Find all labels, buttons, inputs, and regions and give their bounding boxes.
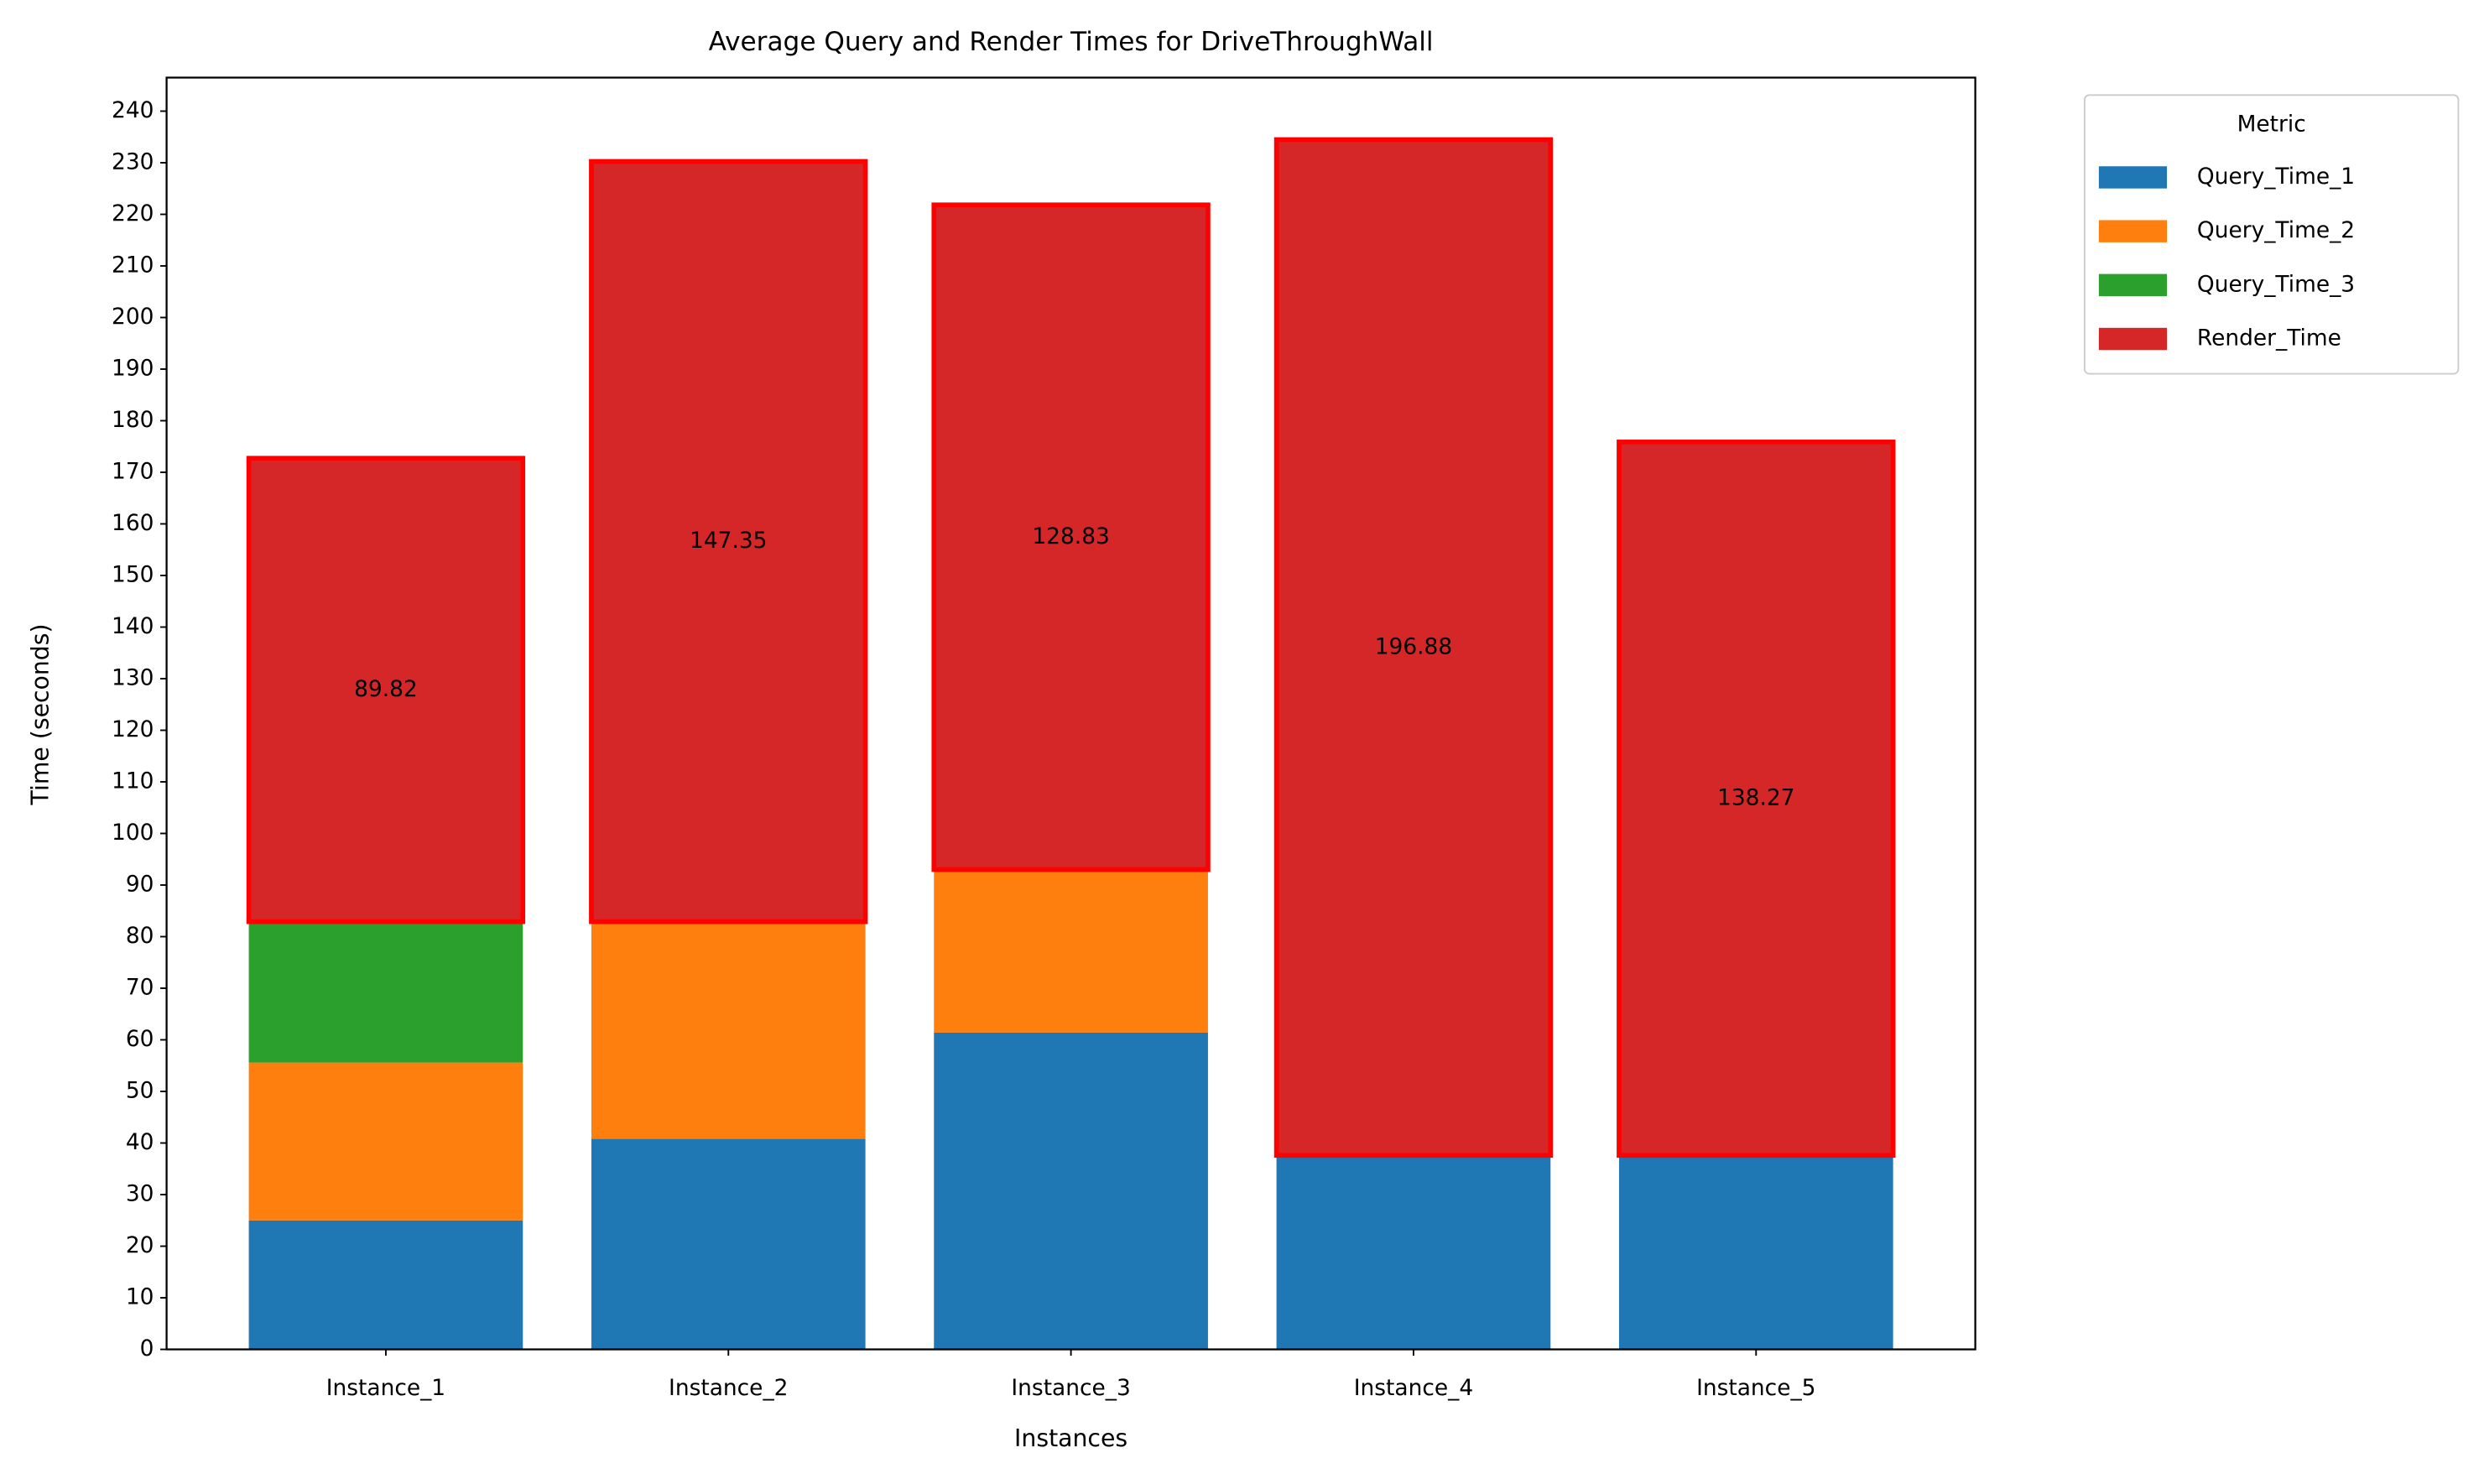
legend-label: Query_Time_1	[2197, 164, 2355, 190]
legend-label: Query_Time_3	[2197, 271, 2355, 297]
y-tick-label: 50	[126, 1078, 154, 1104]
y-tick-label: 120	[112, 716, 154, 742]
x-tick-label: Instance_4	[1354, 1375, 1473, 1401]
y-tick-label: 210	[112, 252, 154, 278]
legend-label: Render_Time	[2197, 325, 2341, 351]
plot-frame	[165, 76, 1976, 1351]
x-tick-label: Instance_5	[1696, 1375, 1815, 1401]
y-tick-label: 20	[126, 1232, 154, 1258]
y-tick-label: 160	[112, 510, 154, 536]
data-label: 89.82	[354, 676, 418, 702]
y-tick-label: 140	[112, 613, 154, 639]
x-tick-label: Instance_3	[1011, 1375, 1130, 1401]
y-tick-label: 40	[126, 1129, 154, 1155]
y-tick-label: 170	[112, 458, 154, 484]
legend-swatch	[2098, 166, 2168, 189]
y-tick-label: 150	[112, 562, 154, 588]
bar-segment	[591, 921, 866, 1139]
bar-segment	[246, 456, 526, 924]
y-axis-label: Time (seconds)	[26, 623, 54, 805]
legend-title: Metric	[2237, 112, 2306, 138]
data-label: 128.83	[1032, 523, 1109, 549]
y-tick-label: 180	[112, 407, 154, 433]
bar-segment	[934, 1032, 1208, 1350]
legend-swatch	[2098, 220, 2168, 242]
y-tick-label: 220	[112, 200, 154, 227]
y-tick-label: 190	[112, 355, 154, 381]
data-label: 196.88	[1375, 633, 1452, 659]
bar-segment	[589, 159, 868, 924]
legend-box	[2083, 94, 2460, 375]
bar-segment	[931, 202, 1211, 872]
data-label: 147.35	[690, 528, 767, 554]
legend-label: Query_Time_2	[2197, 217, 2355, 243]
bar-segment	[1617, 440, 1896, 1159]
y-tick-label: 80	[126, 923, 154, 949]
bar-segment	[248, 1062, 523, 1221]
y-tick-label: 30	[126, 1181, 154, 1207]
legend-swatch	[2098, 327, 2168, 351]
x-axis-label: Instances	[1014, 1424, 1127, 1452]
y-tick-label: 10	[126, 1284, 154, 1310]
chart-title: Average Query and Render Times for Drive…	[709, 27, 1434, 57]
y-tick-label: 110	[112, 768, 154, 794]
y-tick-label: 60	[126, 1026, 154, 1052]
bar-segment	[1276, 1155, 1551, 1350]
data-label: 138.27	[1717, 785, 1794, 811]
y-tick-label: 90	[126, 872, 154, 898]
bar-segment	[591, 1138, 866, 1350]
bar-segment	[1273, 137, 1554, 1159]
bar-segment	[248, 1220, 523, 1350]
x-tick-label: Instance_2	[669, 1375, 788, 1401]
y-tick-label: 70	[126, 975, 154, 1001]
bar-segment	[248, 921, 523, 1063]
y-tick-label: 240	[112, 97, 154, 123]
x-tick-label: Instance_1	[326, 1375, 445, 1401]
y-tick-label: 230	[112, 148, 154, 174]
bar-segment	[1618, 1155, 1893, 1350]
y-tick-label: 100	[112, 820, 154, 846]
legend-swatch	[2098, 273, 2168, 297]
bar-segment	[934, 869, 1208, 1033]
y-tick-label: 200	[112, 304, 154, 330]
y-tick-label: 130	[112, 665, 154, 691]
y-tick-label: 0	[140, 1336, 154, 1362]
